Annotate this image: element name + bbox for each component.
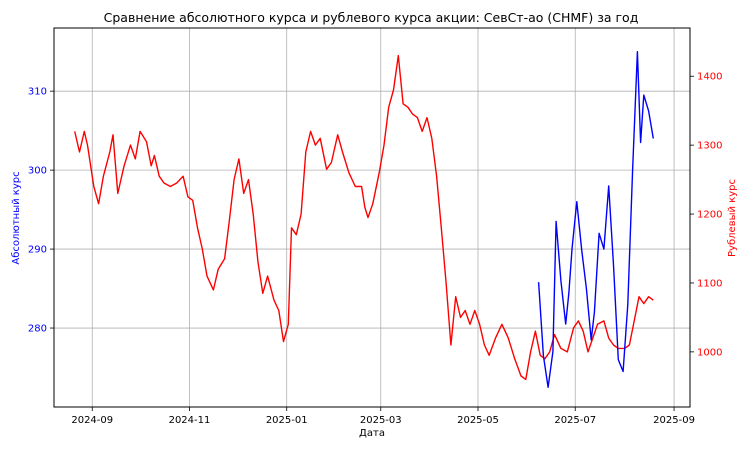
y-left-tick-label: 280	[28, 324, 47, 335]
y-right-tick-label: 1100	[697, 278, 722, 289]
y-right-tick-label: 1400	[697, 72, 722, 83]
y-left-tick-label: 290	[28, 245, 47, 256]
x-tick-label: 2025-03	[360, 415, 402, 426]
ruble-price-line	[74, 54, 654, 381]
axis-layer: 2024-09 2024-11 2025-01 2025-03 2025-05 2025-…	[28, 72, 723, 426]
y-axis-left-label: Абсолютный курс	[11, 171, 22, 264]
x-tick-label: 2025-01	[266, 415, 308, 426]
y-left-tick-label: 300	[28, 166, 47, 177]
y-left-tick-label: 310	[28, 87, 47, 98]
plot-frame	[53, 27, 691, 408]
x-tick-label: 2025-09	[653, 415, 695, 426]
series-layer	[74, 51, 654, 388]
x-tick-label: 2024-09	[71, 415, 113, 426]
grid-layer	[54, 28, 690, 407]
y-right-tick-label: 1000	[697, 347, 722, 358]
y-axis-right-label: Рублевый курс	[727, 179, 738, 257]
y-right-tick-label: 1300	[697, 141, 722, 152]
x-axis-label: Дата	[359, 428, 385, 439]
x-tick-label: 2024-11	[169, 415, 211, 426]
y-right-tick-label: 1200	[697, 210, 722, 221]
x-tick-label: 2025-07	[554, 415, 596, 426]
x-tick-label: 2025-05	[457, 415, 499, 426]
absolute-price-line	[537, 51, 654, 388]
chart-title: Сравнение абсолютного курса и рублевого …	[104, 10, 639, 25]
